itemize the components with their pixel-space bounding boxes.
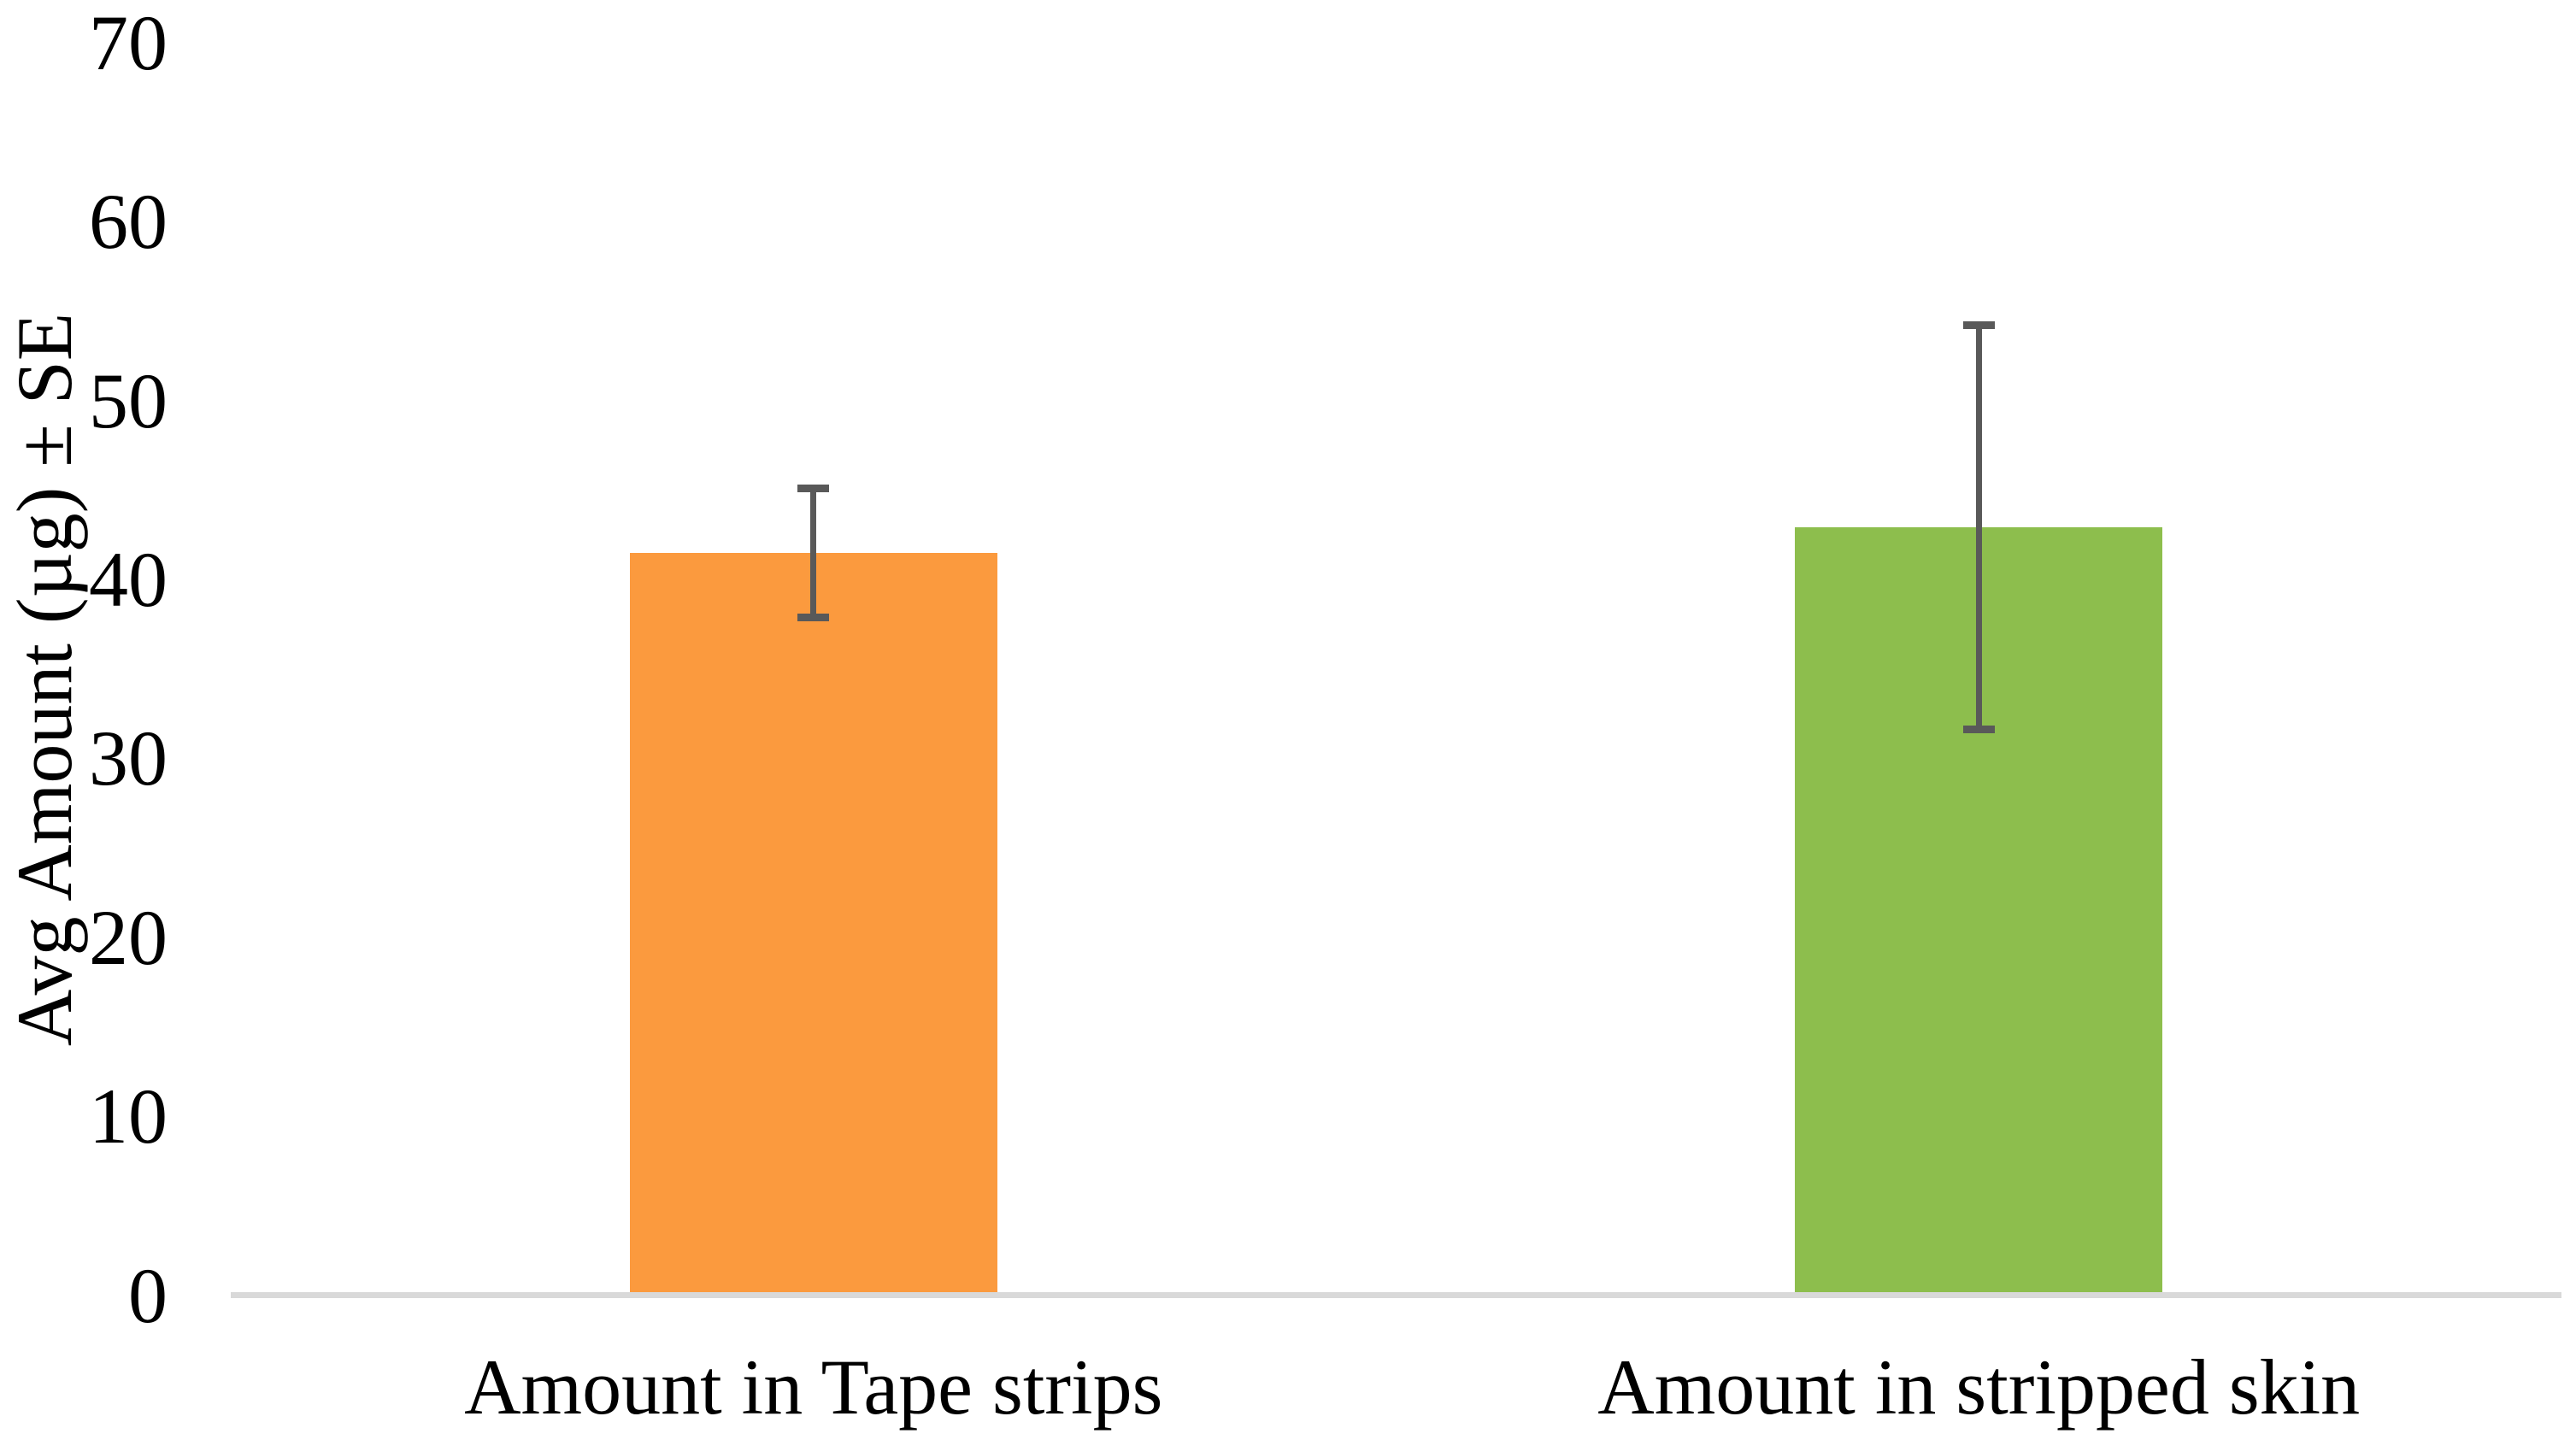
y-axis-tick-label: 30 [89,714,168,802]
y-axis-tick-label: 0 [128,1251,168,1339]
error-bar-line [1975,325,1982,730]
y-axis-tick-label: 40 [89,536,168,624]
x-category-label: Amount in Tape strips [464,1343,1163,1431]
x-category-label: Amount in stripped skin [1597,1343,2361,1431]
y-axis-tick-label: 20 [89,893,168,981]
y-axis-tick-label: 50 [89,356,168,444]
y-axis-tick-label: 70 [89,0,168,86]
bar [629,552,997,1293]
error-bar-cap [797,613,830,621]
error-bar-cap [1962,321,1995,330]
error-bar-cap [797,484,830,492]
error-bar-cap [1962,726,1995,734]
y-axis-tick-label: 10 [89,1073,168,1161]
y-axis-tick-label: 60 [89,178,168,266]
error-bar-line [810,488,817,618]
x-axis-line [231,1292,2561,1298]
